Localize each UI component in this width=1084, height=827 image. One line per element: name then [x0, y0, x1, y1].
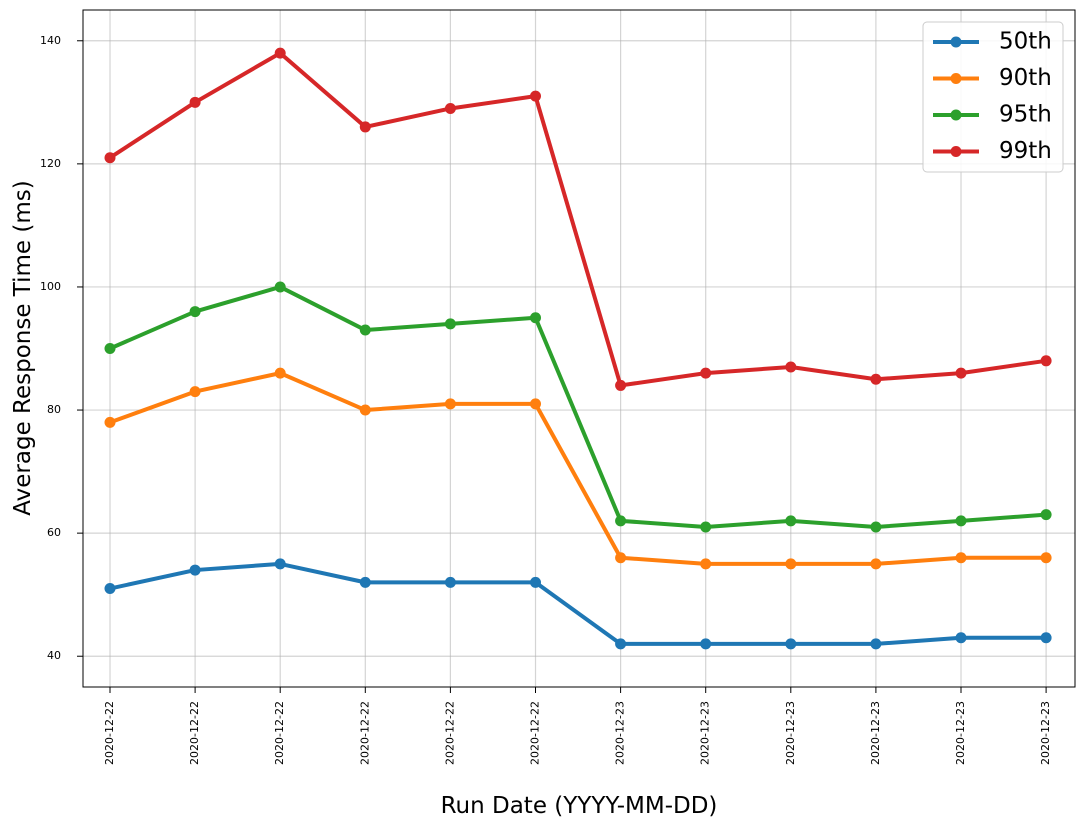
- data-point: [274, 367, 286, 379]
- data-point: [700, 558, 712, 570]
- data-point: [104, 583, 116, 595]
- series-95th: [104, 281, 1052, 533]
- y-axis-ticks: 40 60 80 100 120 140: [40, 34, 83, 662]
- x-tick-label: 2020-12-23: [954, 701, 967, 765]
- legend-marker: [950, 109, 962, 121]
- legend-label: 95th: [999, 102, 1052, 128]
- x-axis-ticks: 2020-12-22 2020-12-22 2020-12-22 2020-12-22…: [103, 687, 1052, 765]
- data-point: [1040, 509, 1052, 521]
- series-lines: [104, 47, 1052, 650]
- data-point: [615, 379, 627, 391]
- data-point: [274, 47, 286, 59]
- x-tick-label: 2020-12-23: [869, 701, 882, 765]
- y-axis-title: Average Response Time (ms): [10, 180, 36, 515]
- series-line: [108, 284, 1049, 529]
- data-point: [1040, 355, 1052, 367]
- data-point: [359, 576, 371, 588]
- legend-marker: [950, 73, 962, 84]
- data-point: [444, 102, 456, 114]
- x-tick-label: 2020-12-22: [443, 701, 456, 765]
- data-point: [189, 386, 201, 398]
- y-tick-label: 80: [47, 403, 61, 416]
- data-point: [104, 343, 116, 354]
- data-point: [1040, 632, 1052, 644]
- data-point: [530, 312, 541, 324]
- data-point: [700, 367, 712, 379]
- data-point: [274, 558, 286, 570]
- legend-marker: [950, 36, 962, 48]
- series-50th: [104, 558, 1052, 650]
- x-tick-label: 2020-12-22: [529, 701, 542, 765]
- data-point: [615, 515, 627, 527]
- data-point: [700, 521, 712, 533]
- data-point: [870, 521, 882, 533]
- data-point: [530, 398, 541, 410]
- x-tick-label: 2020-12-23: [699, 701, 712, 765]
- data-point: [955, 367, 967, 379]
- legend-label: 90th: [999, 65, 1052, 91]
- y-tick-label: 140: [40, 34, 61, 47]
- series-90th: [104, 367, 1052, 570]
- legend-item-50th: 50th: [933, 29, 1052, 55]
- data-point: [444, 576, 456, 588]
- data-point: [955, 515, 967, 527]
- data-point: [359, 121, 371, 133]
- data-point: [530, 576, 541, 588]
- data-point: [615, 638, 627, 650]
- data-point: [785, 361, 797, 373]
- data-point: [359, 324, 371, 336]
- legend-label: 50th: [999, 29, 1052, 55]
- data-point: [870, 373, 882, 385]
- data-point: [189, 564, 201, 576]
- legend-marker: [950, 146, 962, 157]
- data-point: [785, 558, 797, 570]
- series-line: [108, 51, 1049, 388]
- data-point: [785, 515, 797, 527]
- data-point: [530, 90, 541, 102]
- data-point: [444, 318, 456, 330]
- legend-item-90th: 90th: [933, 65, 1052, 91]
- data-point: [104, 416, 116, 428]
- legend-label: 99th: [999, 138, 1052, 164]
- y-tick-label: 40: [47, 649, 61, 662]
- x-tick-label: 2020-12-23: [784, 701, 797, 765]
- data-point: [870, 638, 882, 650]
- data-point: [785, 638, 797, 650]
- x-axis-title: Run Date (YYYY-MM-DD): [441, 793, 718, 819]
- legend-item-99th: 99th: [933, 138, 1052, 164]
- data-point: [444, 398, 456, 410]
- data-point: [700, 638, 712, 650]
- x-tick-label: 2020-12-23: [614, 701, 627, 765]
- x-tick-label: 2020-12-22: [273, 701, 286, 765]
- series-line: [108, 371, 1049, 566]
- y-tick-label: 100: [40, 280, 61, 293]
- x-tick-label: 2020-12-22: [103, 701, 116, 765]
- legend-item-95th: 95th: [933, 102, 1052, 128]
- legend: 50th 90th 95th 99th: [922, 21, 1064, 173]
- series-99th: [104, 47, 1052, 391]
- data-point: [870, 558, 882, 570]
- data-point: [955, 632, 967, 644]
- legend-box: [922, 21, 1064, 173]
- data-point: [359, 404, 371, 416]
- series-line: [108, 561, 1049, 646]
- data-point: [274, 281, 286, 293]
- data-point: [189, 306, 201, 318]
- x-tick-label: 2020-12-22: [358, 701, 371, 765]
- data-point: [1040, 552, 1052, 564]
- data-point: [615, 552, 627, 564]
- y-tick-label: 60: [47, 526, 61, 539]
- plot-area-frame: [82, 9, 1076, 688]
- data-point: [189, 96, 201, 108]
- y-tick-label: 120: [40, 157, 61, 170]
- x-tick-label: 2020-12-23: [1039, 701, 1052, 765]
- x-tick-label: 2020-12-22: [188, 701, 201, 765]
- data-point: [104, 152, 116, 164]
- data-point: [955, 552, 967, 564]
